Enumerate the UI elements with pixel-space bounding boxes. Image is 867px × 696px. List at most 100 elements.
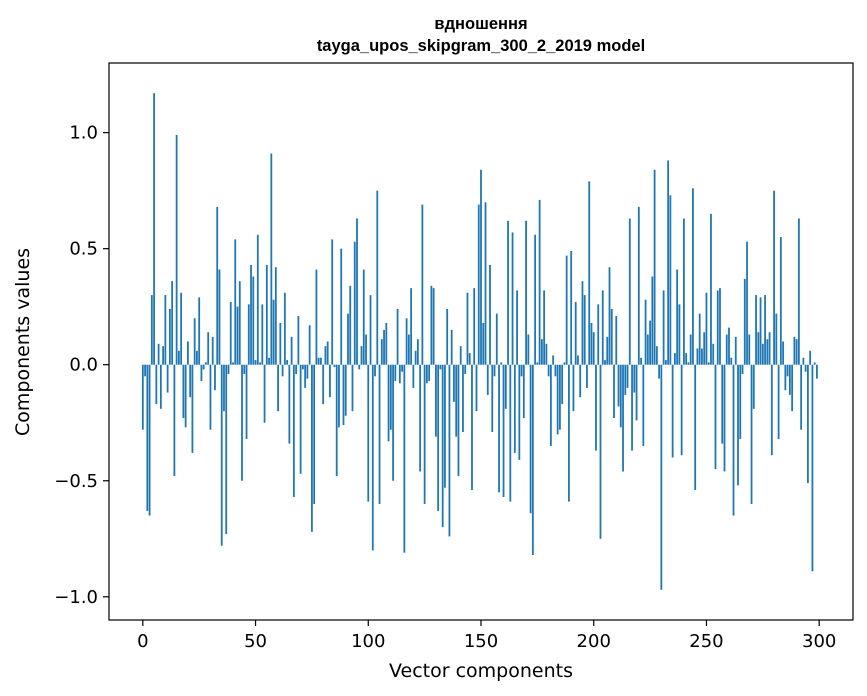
- bar-component-7: [157, 343, 160, 365]
- bar-component-293: [802, 357, 805, 365]
- bar-component-294: [804, 364, 807, 372]
- bar-component-193: [577, 355, 579, 365]
- bar-component-281: [775, 313, 778, 365]
- bar-component-208: [610, 309, 613, 365]
- bar-component-89: [342, 364, 345, 426]
- bar-component-202: [597, 304, 600, 365]
- y-tick-label: −0.5: [54, 471, 98, 492]
- bar-component-173: [531, 364, 534, 556]
- bar-component-267: [743, 278, 746, 365]
- bar-component-117: [405, 318, 408, 365]
- bar-component-28: [205, 362, 207, 365]
- bar-component-81: [324, 346, 327, 365]
- bar-component-19: [184, 364, 187, 428]
- bar-component-109: [387, 364, 390, 442]
- bar-component-252: [710, 213, 712, 365]
- bar-component-124: [421, 204, 424, 365]
- bar-component-140: [457, 364, 460, 477]
- bar-component-32: [214, 364, 216, 391]
- bar-component-233: [667, 160, 670, 365]
- x-tick-label: 200: [577, 631, 611, 652]
- bar-component-280: [773, 190, 775, 365]
- bar-component-59: [274, 267, 277, 365]
- bar-component-123: [419, 364, 422, 472]
- bar-component-85: [333, 364, 336, 368]
- bar-component-175: [536, 362, 539, 365]
- bar-component-104: [376, 190, 379, 365]
- bar-component-180: [547, 364, 550, 377]
- bar-component-268: [746, 241, 748, 365]
- bar-component-135: [446, 309, 449, 365]
- bar-component-100: [367, 364, 370, 502]
- bar-component-161: [504, 364, 507, 409]
- bar-component-107: [383, 329, 385, 365]
- bar-component-205: [604, 360, 606, 365]
- bar-component-149: [477, 204, 480, 365]
- bar-component-152: [484, 202, 487, 365]
- bar-component-25: [198, 297, 201, 365]
- bar-component-71: [301, 364, 304, 370]
- bar-component-52: [259, 362, 261, 365]
- bar-component-270: [750, 364, 753, 504]
- bar-component-87: [338, 364, 340, 428]
- bar-component-190: [570, 250, 573, 365]
- bar-component-125: [423, 364, 426, 504]
- bar-component-218: [633, 364, 636, 393]
- bar-component-47: [247, 304, 250, 365]
- bar-component-194: [579, 364, 582, 398]
- bar-component-209: [613, 364, 615, 419]
- bar-component-245: [694, 364, 697, 491]
- bar-component-77: [315, 269, 318, 365]
- bar-component-96: [358, 364, 361, 370]
- bar-component-204: [601, 290, 604, 365]
- bar-component-277: [766, 339, 769, 365]
- bar-component-41: [234, 239, 237, 365]
- bar-component-178: [543, 290, 546, 365]
- bar-component-66: [290, 336, 293, 365]
- bar-component-62: [281, 364, 284, 377]
- bar-component-15: [175, 134, 178, 365]
- bar-component-38: [227, 364, 230, 374]
- bar-component-103: [374, 364, 376, 377]
- bar-component-231: [662, 290, 665, 365]
- bar-component-26: [200, 364, 203, 381]
- bar-component-63: [283, 292, 286, 365]
- bar-component-64: [286, 360, 289, 365]
- bar-component-143: [464, 364, 467, 374]
- bar-component-273: [757, 332, 760, 365]
- bar-component-74: [308, 325, 311, 365]
- bar-component-73: [306, 364, 309, 379]
- bar-component-114: [398, 364, 401, 384]
- bar-component-234: [669, 195, 672, 365]
- bar-component-183: [554, 364, 557, 377]
- bar-component-113: [396, 309, 399, 365]
- bar-component-17: [180, 292, 183, 365]
- bar-component-130: [435, 364, 437, 437]
- bar-component-51: [256, 234, 259, 365]
- bar-component-184: [556, 364, 559, 435]
- bar-component-53: [261, 304, 264, 365]
- bar-component-251: [707, 362, 710, 365]
- bar-component-286: [786, 364, 789, 377]
- bar-component-275: [761, 343, 764, 365]
- bar-component-75: [311, 364, 313, 532]
- y-tick-label: −1.0: [54, 587, 98, 608]
- bar-component-296: [809, 350, 812, 365]
- bar-component-110: [389, 364, 392, 430]
- bar-component-22: [191, 364, 194, 453]
- bar-component-36: [223, 364, 225, 412]
- bar-component-18: [182, 364, 185, 419]
- bar-component-106: [380, 339, 383, 365]
- bar-component-247: [698, 313, 701, 365]
- x-tick-label: 150: [464, 631, 498, 652]
- bar-component-146: [471, 364, 473, 491]
- bar-component-105: [378, 364, 381, 504]
- bar-component-238: [678, 304, 681, 365]
- bar-component-57: [270, 153, 273, 365]
- bar-component-133: [441, 364, 444, 528]
- bar-component-220: [637, 206, 640, 365]
- bar-component-102: [371, 364, 374, 551]
- bar-component-80: [322, 364, 325, 405]
- bar-component-189: [568, 364, 570, 502]
